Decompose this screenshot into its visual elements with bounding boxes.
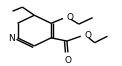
Text: O: O: [67, 13, 74, 22]
Text: O: O: [85, 31, 92, 40]
Text: N: N: [8, 34, 15, 43]
Text: O: O: [64, 56, 71, 65]
